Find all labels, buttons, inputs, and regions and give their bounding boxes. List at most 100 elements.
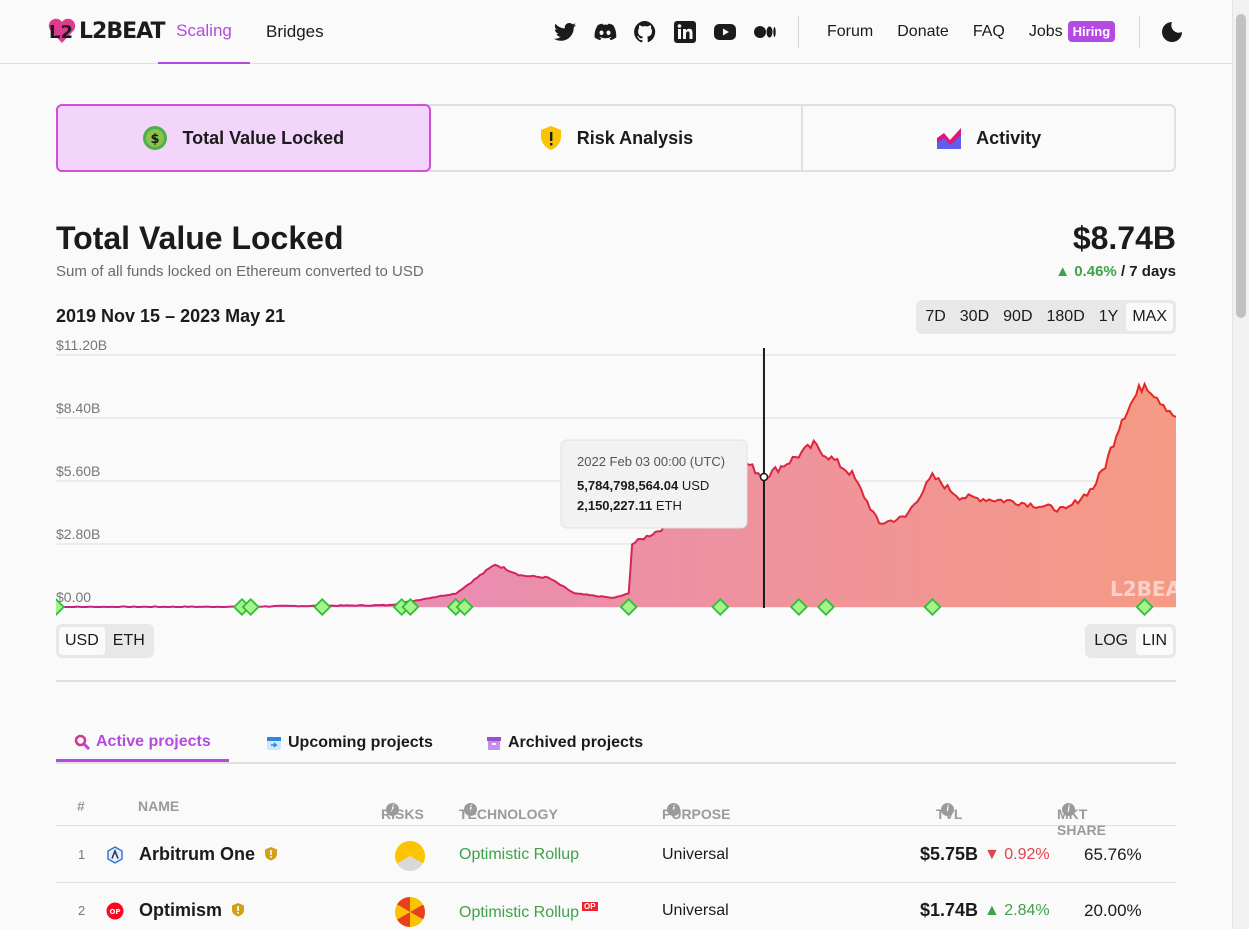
- milestone-marker[interactable]: [619, 597, 638, 617]
- scale-button-log[interactable]: LOG: [1094, 632, 1129, 649]
- twitter-icon[interactable]: [553, 20, 579, 44]
- page-scrollbar[interactable]: [1232, 0, 1249, 929]
- range-button-90d[interactable]: 90D: [1003, 308, 1033, 325]
- tab-bridges-label: Bridges: [266, 22, 324, 41]
- y-tick-label: $11.20B: [56, 340, 107, 353]
- info-icon[interactable]: i: [386, 803, 399, 816]
- tab-archived-label: Archived projects: [508, 734, 644, 751]
- table-row[interactable]: 1 Arbitrum One Optimistic Rollup Univers…: [56, 827, 1176, 883]
- forum-link[interactable]: Forum: [827, 23, 874, 40]
- tab-bridges[interactable]: Bridges: [266, 0, 324, 64]
- tooltip-eth-value: 2,150,227.11: [577, 498, 652, 513]
- y-tick-label: $8.40B: [56, 400, 100, 416]
- col-tvl-label: TVL: [936, 806, 963, 822]
- col-mkt-share[interactable]: MKT SHARE i: [1057, 798, 1106, 838]
- tvl-change-positive: ▲ 2.84%: [984, 902, 1050, 919]
- linkedin-icon[interactable]: [673, 20, 699, 44]
- technology-label: Optimistic Rollup: [459, 846, 580, 863]
- donate-link[interactable]: Donate: [897, 23, 949, 40]
- milestone-marker[interactable]: [711, 597, 730, 617]
- scrollbar-thumb[interactable]: [1236, 14, 1246, 318]
- op-stack-badge: OP: [582, 902, 598, 911]
- tab-upcoming-projects[interactable]: Upcoming projects: [266, 724, 433, 762]
- info-icon[interactable]: i: [464, 803, 477, 816]
- col-purpose-label: PURPOSE: [662, 806, 731, 822]
- magnifier-icon: [74, 734, 90, 750]
- range-button-30d[interactable]: 30D: [959, 308, 990, 325]
- tab-scaling[interactable]: Scaling: [158, 0, 250, 64]
- risk-rosette-icon[interactable]: [394, 896, 426, 928]
- range-button-7d[interactable]: 7D: [925, 308, 946, 325]
- youtube-icon[interactable]: [713, 20, 739, 44]
- chart-tooltip: 2022 Feb 03 00:00 (UTC) 5,784,798,564.04…: [560, 439, 748, 529]
- tab-total-value-locked[interactable]: $ Total Value Locked: [56, 104, 431, 172]
- table-header: # NAME RISKS i TECHNOLOGY i PURPOSE i TVL i …: [56, 790, 1176, 838]
- scale-button-lin[interactable]: LIN: [1136, 627, 1173, 655]
- col-name[interactable]: NAME: [138, 798, 180, 814]
- col-risks[interactable]: RISKS i: [381, 798, 424, 822]
- purpose-label: Universal: [662, 846, 729, 863]
- github-icon[interactable]: [633, 20, 659, 44]
- tvl-value: $5.75B: [920, 844, 979, 864]
- milestone-marker[interactable]: [1135, 597, 1154, 617]
- project-name-text: Optimism: [139, 900, 223, 920]
- discord-icon[interactable]: [593, 20, 619, 44]
- nav-divider: [798, 16, 799, 48]
- tooltip-date: 2022 Feb 03 00:00 (UTC): [577, 454, 725, 469]
- col-tvl[interactable]: TVL i: [936, 798, 962, 822]
- brand-text: L2BEAT: [79, 18, 165, 44]
- range-button-max[interactable]: MAX: [1126, 303, 1173, 331]
- info-icon[interactable]: i: [667, 803, 680, 816]
- tooltip-eth-unit: ETH: [656, 498, 682, 513]
- jobs-link-label: Jobs: [1028, 23, 1063, 40]
- col-technology-label: TECHNOLOGY: [459, 806, 558, 822]
- project-name[interactable]: Arbitrum One: [139, 844, 278, 865]
- scale-selector: LOG LIN: [1085, 624, 1176, 658]
- tab-risk-analysis[interactable]: Risk Analysis: [431, 106, 804, 170]
- milestone-marker[interactable]: [401, 597, 420, 617]
- verified-shield-icon: [265, 847, 278, 861]
- tab-active-label: Active projects: [96, 732, 211, 750]
- milestone-marker[interactable]: [816, 597, 835, 617]
- range-button-180d[interactable]: 180D: [1046, 308, 1085, 325]
- project-name[interactable]: Optimism: [139, 900, 245, 921]
- top-navbar: L2 L2BEAT Scaling Bridges Forum Donate F…: [0, 0, 1232, 64]
- nav-links: Forum Donate FAQ Jobs Hiring: [827, 0, 1116, 64]
- tab-active-projects[interactable]: Active projects: [56, 724, 229, 762]
- tvl-change-value: 0.46%: [1074, 263, 1117, 280]
- tab-archived-projects[interactable]: Archived projects: [486, 724, 643, 762]
- medium-icon[interactable]: [753, 20, 779, 44]
- heart-logo-icon: L2: [48, 18, 76, 43]
- milestone-marker[interactable]: [241, 597, 260, 617]
- page-subtitle: Sum of all funds locked on Ethereum conv…: [56, 263, 424, 280]
- metric-tabs: $ Total Value Locked Risk Analysis Activ…: [56, 104, 1176, 172]
- chart-watermark: L2BEAT: [1110, 577, 1176, 601]
- faq-link[interactable]: FAQ: [972, 23, 1005, 40]
- tvl-change-positive: ▲ 0.46%: [1055, 263, 1117, 280]
- info-icon[interactable]: i: [1062, 803, 1075, 816]
- col-purpose[interactable]: PURPOSE i: [662, 798, 730, 822]
- info-icon[interactable]: i: [941, 803, 954, 816]
- table-row[interactable]: 2 OP Optimism Optimistic Rollup OP Univer…: [56, 883, 1176, 929]
- tvl-change-text: 0.92%: [1004, 846, 1050, 863]
- milestone-marker[interactable]: [455, 597, 474, 617]
- range-button-1y[interactable]: 1Y: [1098, 308, 1119, 325]
- jobs-link[interactable]: Jobs Hiring: [1028, 21, 1116, 42]
- milestone-marker[interactable]: [923, 597, 942, 617]
- tab-activity[interactable]: Activity: [803, 106, 1174, 170]
- dark-mode-toggle-icon[interactable]: [1160, 20, 1184, 44]
- milestone-markers: [56, 597, 1154, 617]
- unit-button-eth[interactable]: ETH: [112, 632, 145, 649]
- tvl-chart[interactable]: $0.00 $2.80B $5.60B $8.40B $11.20B L2BEAT 20…: [56, 340, 1176, 620]
- milestone-marker[interactable]: [789, 597, 808, 617]
- unit-button-usd[interactable]: USD: [59, 627, 105, 655]
- milestone-marker[interactable]: [313, 597, 332, 617]
- milestone-marker[interactable]: [56, 597, 66, 617]
- col-technology[interactable]: TECHNOLOGY i: [459, 798, 558, 822]
- tab-tvl-label: Total Value Locked: [182, 127, 345, 148]
- svg-text:L2: L2: [49, 22, 73, 43]
- tooltip-usd-value: 5,784,798,564.04: [577, 478, 679, 493]
- risk-rosette-icon[interactable]: [394, 840, 426, 872]
- technology-text: Optimistic Rollup: [459, 904, 580, 921]
- l2beat-logo[interactable]: L2 L2BEAT: [47, 14, 165, 48]
